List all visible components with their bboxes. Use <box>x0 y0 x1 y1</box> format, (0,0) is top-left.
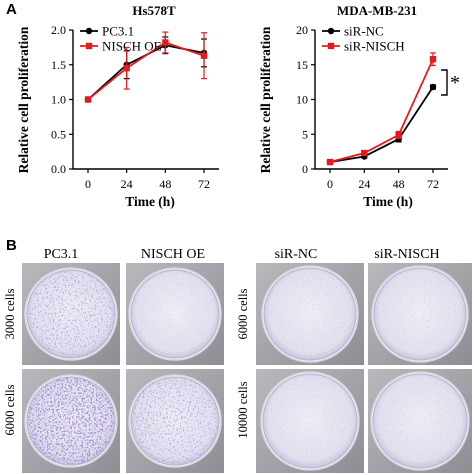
data-point <box>326 158 334 166</box>
series-line <box>329 86 434 163</box>
colony-column-label-sir-nc: siR-NC <box>275 247 318 262</box>
y-tick-label: 1.0 <box>51 93 66 107</box>
chart-hs578t: Hs578T Relative cell proliferation Time … <box>16 3 219 209</box>
legend-label: siR-NC <box>344 24 384 39</box>
data-point <box>429 55 437 63</box>
data-point <box>395 131 402 139</box>
colony-column-label-nisch-oe: NISCH OE <box>141 247 205 262</box>
colony-well-sir-nisch-6000 <box>368 263 472 365</box>
y-tick-label: 0 <box>302 162 308 176</box>
legend-item: siR-NISCH <box>322 39 405 54</box>
legend-item: PC3.1 <box>80 24 134 39</box>
x-tick-label: 24 <box>358 177 370 191</box>
x-tick-label: 48 <box>159 177 171 191</box>
x-axis-label: Time (h) <box>125 194 175 209</box>
x-tick-label: 24 <box>121 177 133 191</box>
y-tick-label: 15 <box>296 58 308 72</box>
chart-title: MDA-MB-231 <box>337 3 417 18</box>
colony-row-label-6000-right: 6000 cells <box>236 288 250 339</box>
chart-title: Hs578T <box>132 3 176 18</box>
y-tick-label: 20 <box>296 23 308 37</box>
colony-well-sir-nc-6000 <box>256 263 364 365</box>
data-point <box>200 52 208 59</box>
colony-well-pc31-3000 <box>22 263 120 365</box>
data-point <box>361 149 368 157</box>
series-line <box>87 41 205 101</box>
chart-mda-mb-231: MDA-MB-231 Relative cell proliferation T… <box>258 3 460 209</box>
x-tick-label: 72 <box>427 177 439 191</box>
panel-a-label: A <box>6 1 17 18</box>
data-point <box>162 39 169 46</box>
colony-row-label-10000: 10000 cells <box>236 381 250 438</box>
data-point <box>84 96 92 103</box>
panel-b-label: B <box>6 237 17 254</box>
y-axis-label: Relative cell proliferation <box>258 26 273 173</box>
legend-item: NISCH OE <box>80 39 162 54</box>
legend-item: siR-NC <box>322 24 384 39</box>
colony-row-label-6000: 6000 cells <box>3 384 17 435</box>
legend-label: siR-NISCH <box>344 39 405 54</box>
colony-well-pc31-6000 <box>22 369 120 473</box>
colony-column-label-sir-nisch: siR-NISCH <box>374 247 439 262</box>
data-point <box>123 65 130 72</box>
y-tick-label: 0.0 <box>51 162 66 176</box>
y-tick-label: 2.0 <box>51 23 66 37</box>
y-tick-label: 1.5 <box>51 58 66 72</box>
x-tick-label: 48 <box>393 177 405 191</box>
colony-well-nisch-oe-3000 <box>126 263 224 365</box>
y-tick-label: 5 <box>302 127 308 141</box>
x-axis-label: Time (h) <box>363 194 413 209</box>
significance-marker: * <box>450 72 460 94</box>
colony-column-label-pc31: PC3.1 <box>44 247 79 262</box>
series-line <box>329 58 434 163</box>
y-tick-label: 10 <box>296 93 308 107</box>
x-tick-label: 0 <box>85 177 91 191</box>
colony-row-label-3000: 3000 cells <box>3 288 17 339</box>
legend-label: NISCH OE <box>102 39 162 54</box>
data-point <box>429 83 437 91</box>
x-tick-label: 0 <box>327 177 333 191</box>
colony-well-sir-nisch-10000 <box>368 369 472 473</box>
legend-label: PC3.1 <box>102 24 134 39</box>
colony-well-nisch-oe-6000 <box>126 369 224 473</box>
colony-well-sir-nc-10000 <box>256 369 364 473</box>
y-tick-label: 0.5 <box>51 127 66 141</box>
significance-bracket: * <box>441 69 460 96</box>
y-axis-label: Relative cell proliferation <box>16 26 31 173</box>
x-tick-label: 72 <box>198 177 210 191</box>
